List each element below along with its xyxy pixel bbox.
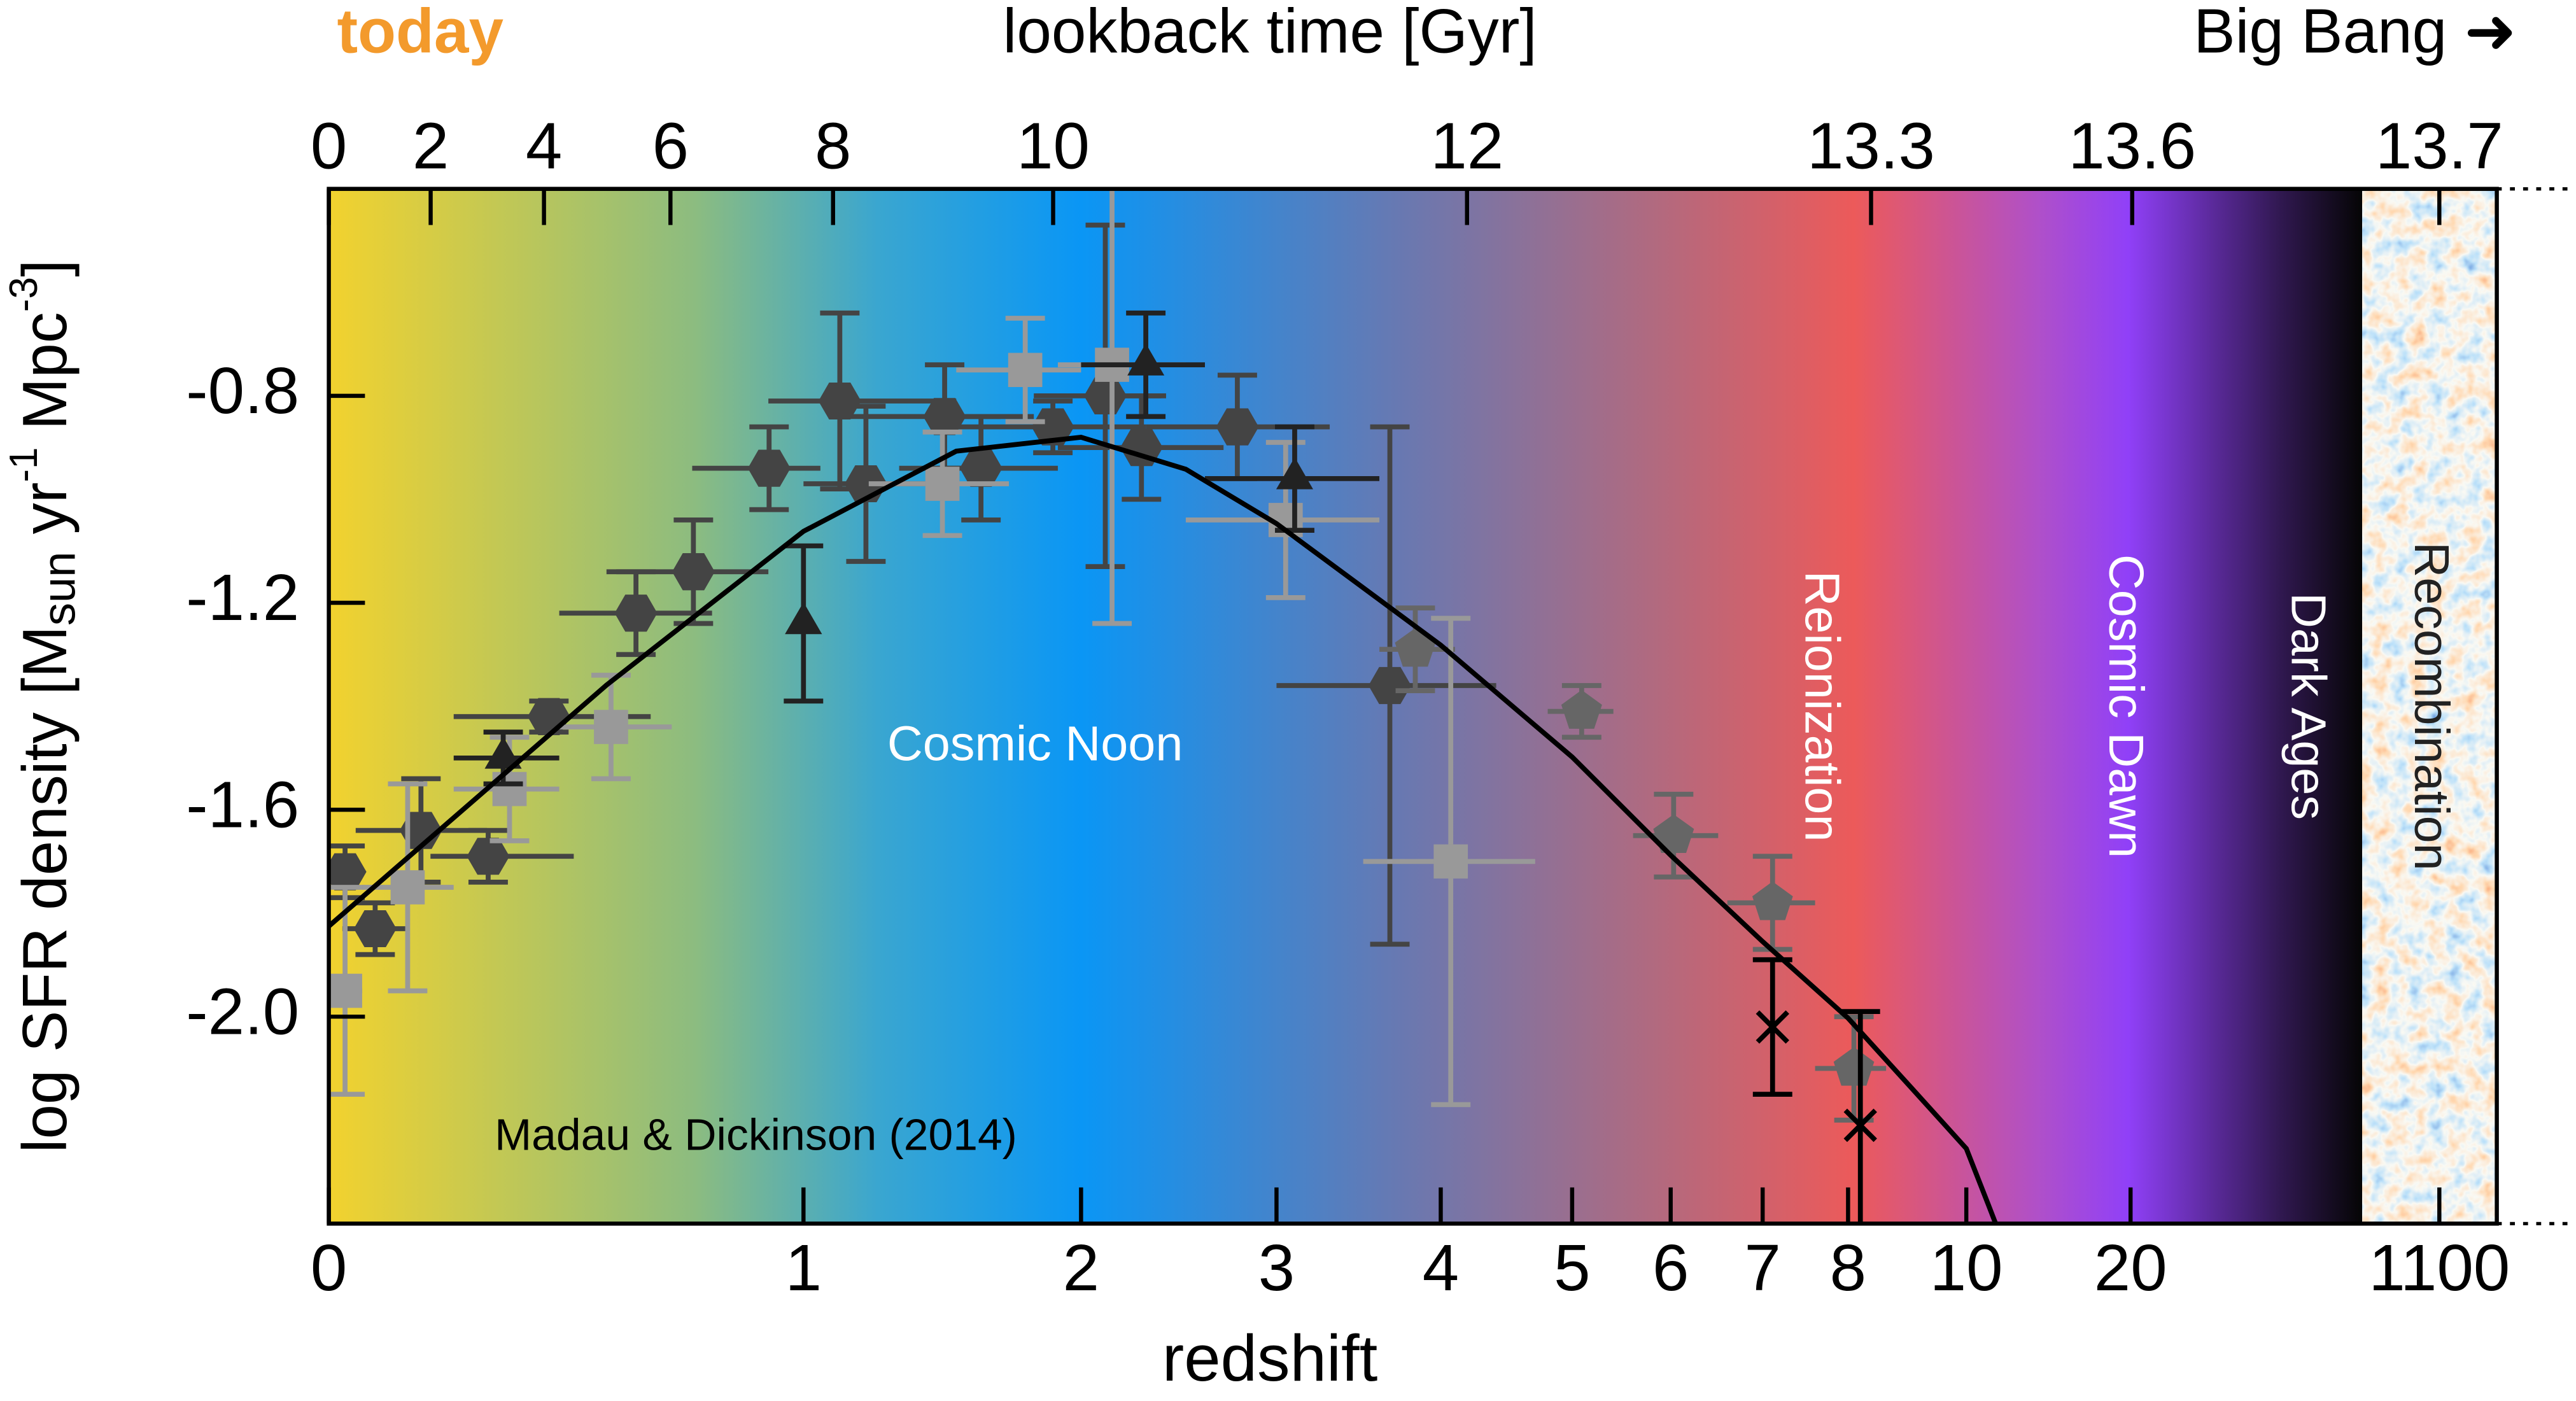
- square-point: [328, 973, 362, 1008]
- hexagon-point: [672, 553, 715, 591]
- hexagon-point: [614, 595, 658, 632]
- x-axis-title: redshift: [1162, 1321, 1377, 1395]
- model-curve: [328, 434, 1999, 1224]
- pentagon-point: [1653, 814, 1694, 853]
- x-tick-label: 1: [785, 1231, 822, 1304]
- top-tick-label: 0: [311, 109, 347, 183]
- era-background: [328, 188, 2363, 1224]
- x-tick-label: 0: [311, 1231, 347, 1304]
- pentagon-point: [1833, 1046, 1875, 1086]
- x-tick-label: 4: [1423, 1231, 1459, 1304]
- y-axis-title: log SFR density [Msun yr-1 Mpc-3]: [2, 260, 85, 1153]
- top-tick-label: 10: [1017, 109, 1090, 183]
- y-tick-label: -1.2: [186, 561, 299, 634]
- x-tick-label: 20: [2094, 1231, 2167, 1304]
- pentagon-point: [1752, 881, 1793, 920]
- triangle-point: [1127, 343, 1165, 376]
- today-label: today: [337, 0, 504, 66]
- era-label: Cosmic Dawn: [2099, 554, 2153, 858]
- top-tick-label: 6: [652, 109, 689, 183]
- triangle-point: [1276, 457, 1313, 489]
- plot-frame: [327, 187, 2499, 1226]
- cmb-map: [2362, 188, 2497, 1224]
- x-tick-label: 8: [1830, 1231, 1866, 1304]
- square-point: [1008, 353, 1043, 388]
- reference-annotation: Madau & Dickinson (2014): [495, 1110, 1017, 1160]
- y-title-sub: sun: [34, 552, 85, 626]
- y-tick-label: -2.0: [186, 975, 299, 1048]
- x-tick-label: 3: [1258, 1231, 1295, 1304]
- top-axis-title: lookback time [Gyr]: [1003, 0, 1537, 66]
- hexagon-point: [1216, 408, 1259, 446]
- era-label: Recombination: [2404, 542, 2459, 870]
- plot-area: [328, 188, 1999, 1224]
- y-title-part: yr: [10, 482, 80, 552]
- cross-point: [1756, 1010, 1789, 1044]
- y-title-part: Mpc: [10, 312, 80, 447]
- hexagon-point: [328, 853, 367, 891]
- hexagon-point: [353, 910, 397, 948]
- top-tick-label: 12: [1430, 109, 1503, 183]
- x-tick-label: 5: [1554, 1231, 1590, 1304]
- y-title-part: ]: [10, 260, 80, 277]
- hexagon-point: [959, 449, 1003, 487]
- square-point: [390, 870, 425, 905]
- square-point: [1433, 844, 1468, 879]
- top-tick-label: 13.3: [1807, 109, 1935, 183]
- y-title-part: log SFR density [M: [10, 626, 80, 1153]
- x-tick-label: 7: [1745, 1231, 1781, 1304]
- hexagon-point: [467, 838, 510, 875]
- top-tick-label: 13.7: [2375, 109, 2503, 183]
- y-tick-label: -0.8: [186, 354, 299, 427]
- pentagon-point: [1395, 628, 1436, 667]
- era-label: Cosmic Noon: [887, 716, 1183, 771]
- top-tick-label: 13.6: [2068, 109, 2196, 183]
- x-tick-label: 1100: [2368, 1231, 2510, 1304]
- top-tick-label: 4: [526, 109, 562, 183]
- hexagon-point: [1368, 666, 1412, 705]
- y-tick-label: -1.6: [186, 768, 299, 841]
- cross-point: [1843, 1108, 1877, 1143]
- hexagon-point: [1084, 377, 1127, 415]
- x-tick-label: 6: [1652, 1231, 1689, 1304]
- y-title-sup: -1: [2, 447, 46, 482]
- top-tick-label: 8: [815, 109, 851, 183]
- hexagon-point: [747, 449, 791, 487]
- top-tick-label: 2: [412, 109, 449, 183]
- x-tick-label: 10: [1930, 1231, 2003, 1304]
- square-point: [925, 467, 960, 501]
- y-title-sup: -3: [2, 277, 46, 312]
- hexagon-point: [1031, 408, 1074, 446]
- era-label: Reionization: [1794, 571, 1849, 842]
- hexagon-point: [923, 398, 966, 435]
- triangle-point: [785, 602, 822, 635]
- era-label: Dark Ages: [2281, 593, 2335, 820]
- square-point: [594, 710, 628, 744]
- x-tick-label: 2: [1063, 1231, 1099, 1304]
- big-bang-label: Big Bang ➜: [2193, 0, 2516, 66]
- hexagon-point: [818, 382, 861, 420]
- triangle-point: [484, 736, 522, 769]
- pentagon-point: [1561, 689, 1602, 729]
